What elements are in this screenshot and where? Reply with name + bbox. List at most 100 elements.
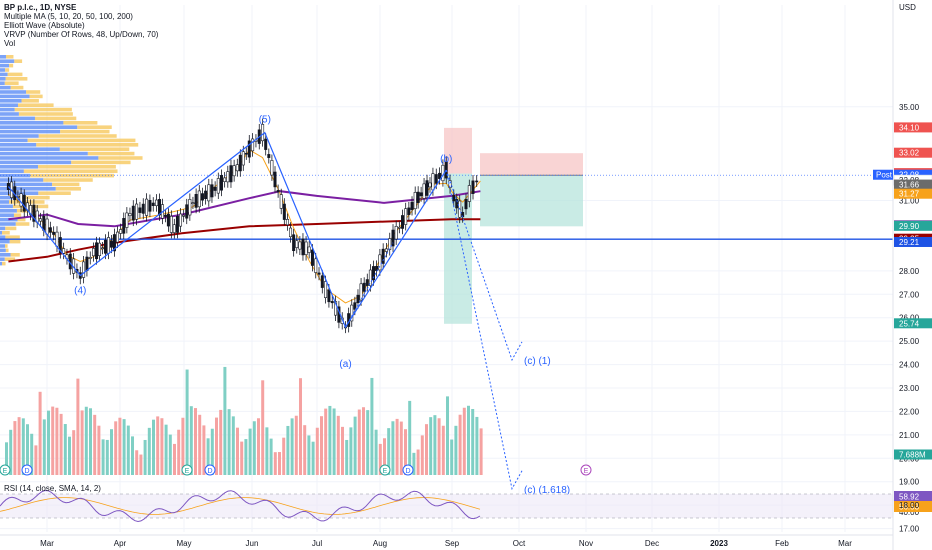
y-tick-label: 25.00 <box>899 337 920 346</box>
volume-bar <box>135 450 139 475</box>
wave-connector <box>345 242 394 328</box>
y-tick-label: 26.00 <box>899 314 920 323</box>
wave-label: (4) <box>74 286 86 297</box>
candle-body <box>116 231 120 243</box>
vrvp-bar-up <box>0 112 19 116</box>
volume-bar <box>227 409 231 475</box>
price-badge <box>894 169 932 180</box>
horizontal-line[interactable] <box>0 174 893 240</box>
indicator-vol[interactable]: Vol <box>4 39 16 48</box>
candle-body <box>226 171 230 183</box>
candle-body <box>131 205 135 221</box>
candle-body <box>307 246 311 253</box>
candle-body <box>38 218 42 222</box>
volume-bar <box>55 407 59 475</box>
volume-bar <box>257 418 260 475</box>
vrvp-bar-down <box>13 213 22 217</box>
vrvp-bar-up <box>0 209 17 213</box>
candle-body <box>213 186 217 191</box>
volume-bar <box>437 418 441 475</box>
candle-body <box>410 201 414 210</box>
volume-bar <box>383 438 386 475</box>
candle-body <box>276 190 280 193</box>
candle-body <box>88 257 92 259</box>
candle-body <box>241 151 245 166</box>
x-tick-label: Dec <box>645 539 659 548</box>
vrvp-bar-up <box>0 235 6 239</box>
vrvp-bar-down <box>16 209 36 213</box>
candle-body <box>95 242 99 260</box>
candle-body <box>298 241 302 250</box>
candle-body <box>365 279 369 286</box>
volume-bar <box>349 427 353 475</box>
candle-body <box>273 171 277 188</box>
candle-body <box>182 214 186 217</box>
candle-body <box>166 213 170 227</box>
candle-body <box>407 207 411 215</box>
candle-body <box>58 237 62 253</box>
vrvp-bar-down <box>43 178 93 182</box>
candle-body <box>475 180 479 183</box>
candle-body <box>185 204 189 219</box>
wave-projection <box>445 169 523 491</box>
volume-bar <box>42 419 46 475</box>
candle-body <box>438 172 442 179</box>
y-tick-label: 28.00 <box>899 267 920 276</box>
chart-title[interactable]: BP p.l.c., 1D, NYSE <box>4 3 77 12</box>
candle-body <box>247 140 251 158</box>
vrvp-bar-down <box>26 90 41 94</box>
indicator-elliott[interactable]: Elliott Wave (Absolute) <box>4 21 85 30</box>
price-badge <box>894 220 932 231</box>
vrvp-bar-down <box>17 103 54 107</box>
rsi-legend[interactable]: RSI (14, close, SMA, 14, 2) <box>4 484 101 493</box>
vrvp-bar-up <box>0 68 6 72</box>
rsi-tick-label: 40.00 <box>899 508 920 517</box>
volume-bar <box>357 409 361 475</box>
vrvp-bar-up <box>0 125 78 129</box>
candle-body <box>289 227 293 238</box>
volume-bar <box>101 439 105 475</box>
volume-bar <box>72 430 76 475</box>
candle-body <box>119 229 123 234</box>
chart-legend[interactable]: BP p.l.c., 1D, NYSE Multiple MA (5, 10, … <box>4 3 158 48</box>
vrvp-bar-up <box>0 178 44 182</box>
vrvp-bar-up <box>0 200 10 204</box>
y-tick-label: 18.00 <box>899 501 920 510</box>
volume-bar <box>286 425 290 475</box>
candle-body <box>334 301 338 316</box>
candle-body <box>151 202 155 206</box>
vrvp-bar-down <box>10 85 24 90</box>
candle-body <box>82 261 86 278</box>
candle-body <box>464 198 468 210</box>
volume-bar <box>223 366 227 475</box>
vrvp-bar-down <box>7 72 23 77</box>
candle-body <box>394 225 398 240</box>
vrvp-bar-down <box>29 94 43 99</box>
candle-body <box>92 248 96 257</box>
candle-body <box>235 164 239 172</box>
rsi-value-badge <box>894 501 932 512</box>
long-target-zone <box>480 175 583 227</box>
candle-body <box>251 138 255 152</box>
elliott-wave[interactable]: (4) (5) (a) (b) (c) (1) (c) (1.618) <box>7 115 570 496</box>
vrvp-bar-up <box>0 231 2 235</box>
candle-body <box>32 204 36 222</box>
price-badge <box>894 147 932 158</box>
indicator-ma[interactable]: Multiple MA (5, 10, 20, 50, 100, 200) <box>4 12 133 21</box>
indicator-vrvp[interactable]: VRVP (Number Of Rows, 48, Up/Down, 70) <box>4 30 159 39</box>
volume-bar <box>290 418 294 475</box>
volume-bar <box>160 418 164 475</box>
vrvp-bar-down <box>18 112 73 116</box>
vrvp-bar-up <box>0 253 11 257</box>
vrvp-bar-up <box>0 191 39 195</box>
event-marker <box>402 464 414 476</box>
candle-body <box>125 212 129 228</box>
candle-body <box>397 226 401 229</box>
volume-bar <box>168 434 172 475</box>
vrvp-bar-up <box>0 138 28 143</box>
vrvp-bar-down <box>2 261 6 266</box>
candle-body <box>416 191 420 204</box>
